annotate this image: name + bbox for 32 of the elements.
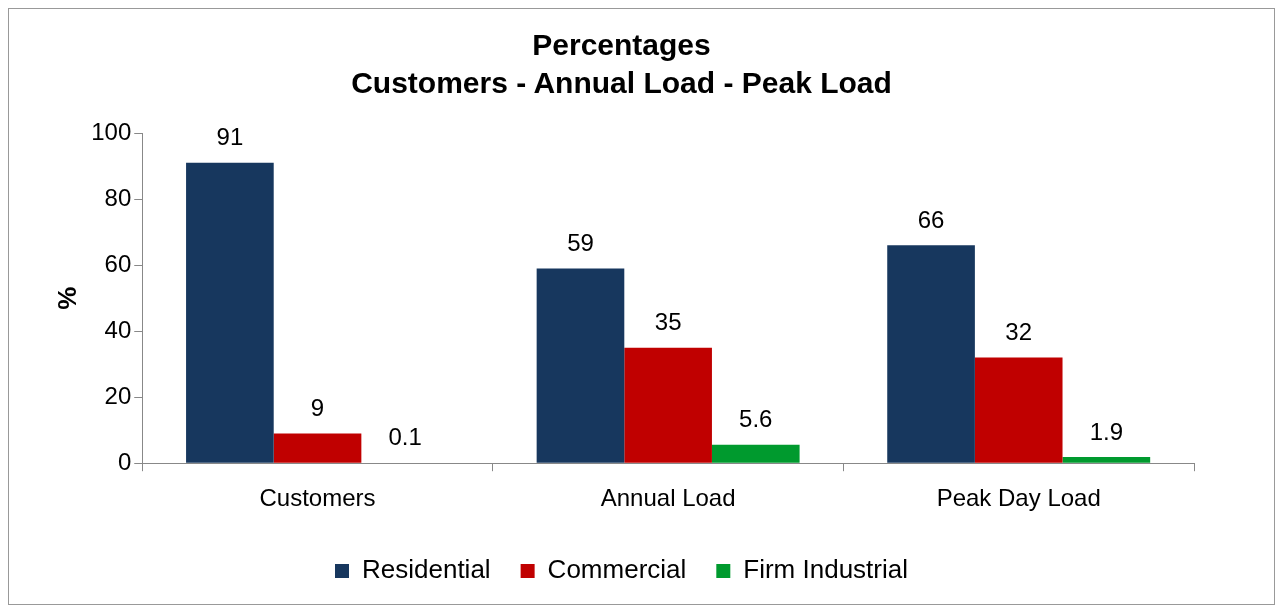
legend-label: Firm Industrial: [743, 554, 909, 585]
x-tick-label: Annual Load: [600, 484, 736, 512]
bar: [711, 444, 800, 463]
data-label: 9: [310, 394, 325, 422]
bar: [273, 433, 362, 463]
legend-label: Residential: [362, 554, 491, 585]
bar: [974, 357, 1063, 463]
data-label: 0.1: [388, 423, 422, 451]
y-tick-label: 20: [104, 381, 132, 409]
data-label: 91: [216, 123, 244, 151]
chart-title: Percentages: [532, 28, 711, 62]
bar: [1062, 456, 1151, 463]
x-tick-label: Customers: [259, 484, 376, 512]
bar: [887, 245, 975, 463]
legend-label: Commercial: [547, 554, 687, 585]
data-label: 1.9: [1089, 417, 1124, 445]
bar: [536, 268, 625, 463]
y-axis-title: %: [51, 286, 82, 310]
y-tick-label: 100: [91, 117, 132, 145]
data-label: 32: [1005, 318, 1033, 346]
data-label: 5.6: [739, 405, 773, 433]
bar: [186, 162, 274, 463]
chart-subtitle: Customers - Annual Load - Peak Load: [351, 66, 892, 100]
y-tick-label: 40: [104, 315, 132, 343]
y-tick-label: 80: [104, 183, 132, 211]
data-label: 66: [917, 205, 945, 233]
x-tick-label: Peak Day Load: [936, 484, 1101, 512]
data-label: 35: [654, 308, 682, 336]
bar: [624, 347, 712, 463]
data-label: 59: [567, 229, 594, 257]
y-tick-label: 0: [117, 447, 132, 475]
y-tick-label: 60: [104, 249, 132, 277]
